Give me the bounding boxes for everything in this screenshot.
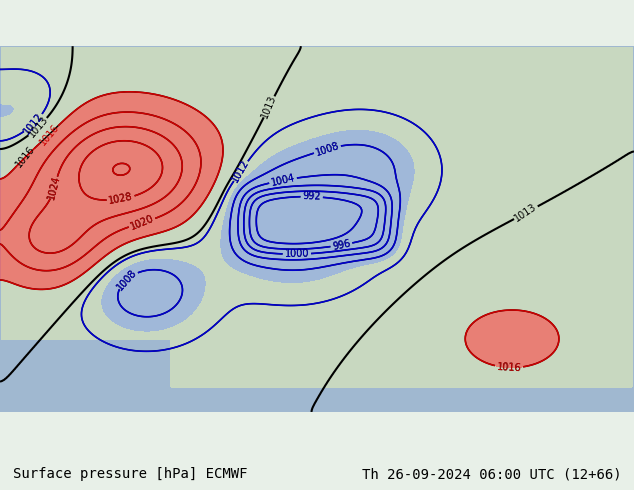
Text: 996: 996 — [332, 238, 351, 252]
Text: 1024: 1024 — [46, 174, 62, 201]
Text: 1016: 1016 — [496, 362, 521, 373]
Text: 992: 992 — [302, 192, 321, 202]
Text: 1012: 1012 — [230, 158, 251, 184]
Text: 1013: 1013 — [260, 94, 278, 120]
Text: 1016: 1016 — [37, 122, 61, 147]
Text: 1008: 1008 — [314, 141, 340, 158]
Text: Surface pressure [hPa] ECMWF: Surface pressure [hPa] ECMWF — [13, 467, 247, 481]
Text: 1008: 1008 — [314, 141, 340, 158]
Text: 1013: 1013 — [27, 115, 50, 140]
Text: Th 26-09-2024 06:00 UTC (12+66): Th 26-09-2024 06:00 UTC (12+66) — [361, 467, 621, 481]
Text: 1013: 1013 — [513, 202, 539, 223]
Text: 992: 992 — [302, 192, 321, 202]
Text: 1004: 1004 — [270, 173, 296, 188]
Text: 1024: 1024 — [46, 174, 62, 201]
Text: 1012: 1012 — [22, 111, 46, 136]
Text: 1028: 1028 — [108, 192, 134, 206]
Text: 1000: 1000 — [285, 249, 309, 259]
Text: 1016: 1016 — [14, 145, 37, 170]
Text: 1000: 1000 — [285, 249, 309, 259]
Text: 1028: 1028 — [108, 192, 134, 206]
Text: 1020: 1020 — [129, 214, 155, 232]
Text: 1012: 1012 — [22, 111, 46, 136]
Text: 996: 996 — [332, 238, 351, 252]
Text: 1012: 1012 — [230, 158, 251, 184]
Text: 1016: 1016 — [496, 362, 521, 373]
Text: 1004: 1004 — [270, 173, 296, 188]
Text: 1008: 1008 — [115, 267, 139, 292]
Text: 1020: 1020 — [129, 214, 155, 232]
Text: 1008: 1008 — [115, 267, 139, 292]
